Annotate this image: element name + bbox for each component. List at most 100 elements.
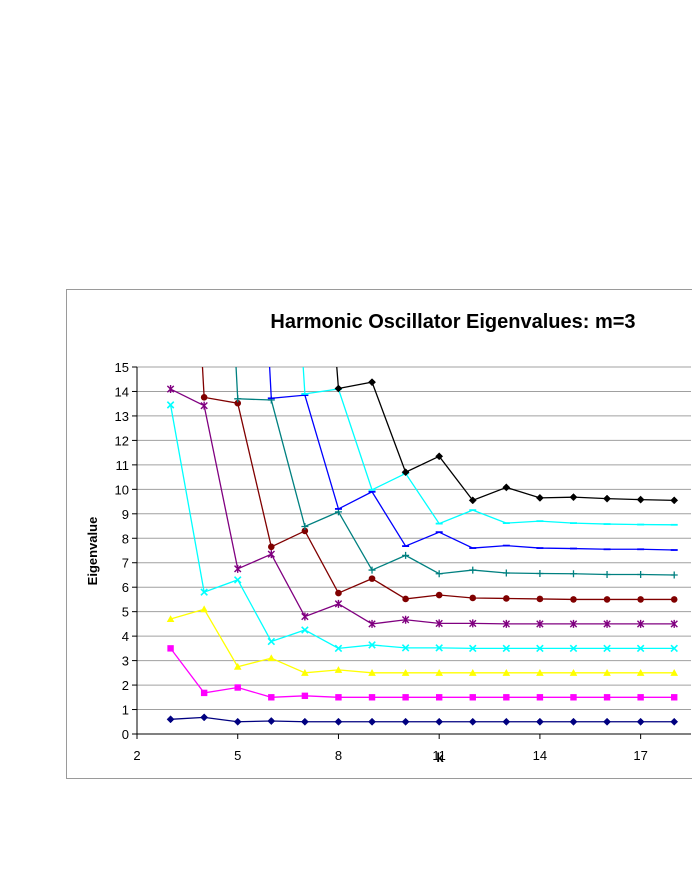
data-point bbox=[301, 669, 309, 676]
data-point bbox=[636, 644, 645, 653]
series-line bbox=[235, 366, 675, 576]
data-point bbox=[469, 619, 477, 628]
x-tick-label: 8 bbox=[335, 748, 342, 763]
data-point bbox=[166, 615, 175, 623]
x-tick-label: 2 bbox=[133, 748, 140, 763]
data-point bbox=[167, 645, 174, 652]
series-6 bbox=[200, 366, 678, 603]
data-point bbox=[637, 570, 645, 578]
series-line bbox=[170, 388, 675, 625]
data-point bbox=[603, 694, 611, 701]
data-point bbox=[670, 644, 678, 653]
data-point bbox=[435, 570, 443, 578]
data-point bbox=[334, 666, 343, 673]
data-point bbox=[435, 644, 443, 652]
data-point bbox=[200, 605, 208, 613]
data-point bbox=[502, 569, 510, 577]
data-point bbox=[401, 468, 410, 477]
data-point bbox=[402, 694, 409, 701]
series-2 bbox=[167, 645, 678, 701]
data-point bbox=[670, 717, 679, 726]
series-line bbox=[302, 366, 675, 526]
data-point bbox=[469, 566, 477, 574]
data-point bbox=[435, 694, 443, 701]
data-point bbox=[469, 694, 476, 701]
chart-title: Harmonic Oscillator Eigenvalues: m=3 bbox=[270, 311, 635, 333]
data-point bbox=[536, 569, 544, 577]
data-point bbox=[670, 596, 678, 603]
data-point bbox=[268, 694, 275, 701]
data-point bbox=[301, 612, 309, 621]
data-point bbox=[636, 619, 645, 628]
data-point bbox=[335, 694, 342, 701]
data-point bbox=[301, 626, 309, 634]
y-tick-label: 5 bbox=[122, 605, 129, 620]
data-point bbox=[671, 694, 678, 701]
data-point bbox=[368, 641, 376, 649]
y-tick-label: 11 bbox=[116, 458, 130, 473]
series-line bbox=[170, 716, 675, 723]
chart-svg: Harmonic Oscillator Eigenvalues: m=3 012… bbox=[85, 311, 691, 765]
y-tick-label: 13 bbox=[115, 409, 129, 424]
series-line bbox=[170, 608, 675, 674]
series-10 bbox=[334, 366, 679, 505]
y-tick-label: 10 bbox=[115, 482, 129, 497]
data-point bbox=[603, 596, 611, 603]
data-point bbox=[435, 452, 444, 461]
data-point bbox=[468, 496, 477, 505]
y-tick-label: 4 bbox=[122, 629, 129, 644]
y-tick-label: 1 bbox=[122, 703, 129, 718]
data-point bbox=[670, 619, 678, 628]
series-line bbox=[268, 366, 675, 551]
data-point bbox=[166, 401, 175, 409]
x-axis-label: k bbox=[436, 750, 444, 765]
data-point bbox=[267, 717, 276, 725]
y-tick-label: 3 bbox=[122, 654, 129, 669]
data-point bbox=[636, 495, 645, 504]
data-point bbox=[570, 694, 577, 701]
y-tick-label: 14 bbox=[115, 384, 129, 399]
data-point bbox=[435, 717, 444, 726]
data-point bbox=[233, 662, 242, 670]
data-point bbox=[502, 483, 511, 492]
data-point bbox=[334, 644, 343, 653]
data-point bbox=[233, 717, 242, 726]
data-point bbox=[401, 644, 410, 652]
y-tick-label: 9 bbox=[122, 507, 129, 522]
data-point bbox=[469, 594, 477, 602]
data-point bbox=[368, 566, 376, 574]
data-point bbox=[603, 717, 612, 726]
data-point bbox=[200, 401, 208, 410]
series-8 bbox=[267, 366, 678, 551]
data-point bbox=[401, 669, 410, 676]
data-point bbox=[535, 717, 544, 726]
data-point bbox=[503, 595, 510, 602]
data-point bbox=[570, 596, 577, 603]
data-point bbox=[502, 619, 511, 628]
data-point bbox=[200, 713, 209, 722]
data-point bbox=[603, 570, 611, 578]
data-point bbox=[234, 564, 242, 573]
data-point bbox=[301, 527, 309, 535]
series-line bbox=[170, 647, 675, 698]
series-4 bbox=[166, 401, 678, 653]
data-point bbox=[536, 619, 544, 628]
data-point bbox=[401, 615, 410, 624]
series-line bbox=[336, 366, 675, 502]
data-point bbox=[569, 669, 578, 676]
y-tick-label: 8 bbox=[122, 531, 129, 546]
data-point bbox=[636, 717, 645, 726]
data-point bbox=[234, 395, 242, 403]
y-tick-label: 12 bbox=[115, 433, 129, 448]
data-point bbox=[569, 619, 578, 628]
data-point bbox=[233, 576, 242, 584]
data-point bbox=[670, 496, 679, 505]
axes bbox=[132, 366, 691, 739]
gridlines bbox=[137, 366, 691, 711]
data-point bbox=[603, 644, 611, 653]
data-point bbox=[569, 644, 578, 653]
data-point bbox=[368, 575, 376, 582]
x-tick-label: 14 bbox=[533, 748, 547, 763]
data-point bbox=[268, 543, 275, 551]
